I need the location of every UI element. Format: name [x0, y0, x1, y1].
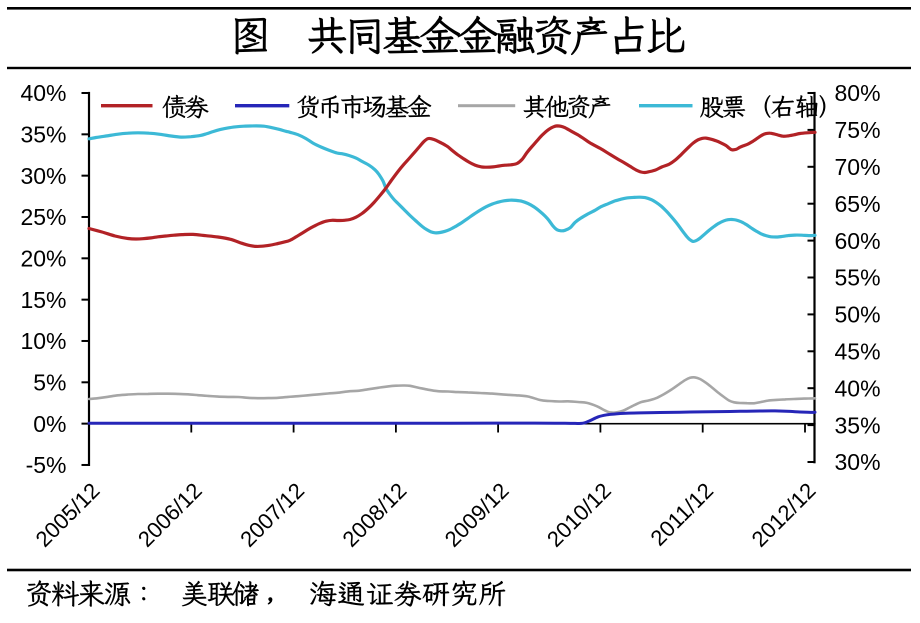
svg-text:45%: 45%	[835, 339, 881, 365]
svg-text:35%: 35%	[835, 412, 881, 438]
svg-text:60%: 60%	[835, 228, 881, 254]
svg-text:40%: 40%	[20, 80, 66, 106]
svg-text:80%: 80%	[835, 80, 881, 106]
svg-text:5%: 5%	[33, 370, 66, 396]
svg-text:10%: 10%	[20, 328, 66, 354]
svg-text:25%: 25%	[20, 204, 66, 230]
svg-text:75%: 75%	[835, 117, 881, 143]
svg-text:55%: 55%	[835, 265, 881, 291]
svg-text:20%: 20%	[20, 246, 66, 272]
svg-text:50%: 50%	[835, 302, 881, 328]
svg-text:65%: 65%	[835, 191, 881, 217]
svg-text:40%: 40%	[835, 375, 881, 401]
svg-text:30%: 30%	[20, 163, 66, 189]
svg-text:35%: 35%	[20, 122, 66, 148]
svg-text:15%: 15%	[20, 287, 66, 313]
svg-text:70%: 70%	[835, 154, 881, 180]
svg-text:30%: 30%	[835, 449, 881, 475]
svg-text:-5%: -5%	[26, 452, 67, 478]
svg-text:0%: 0%	[33, 411, 66, 437]
